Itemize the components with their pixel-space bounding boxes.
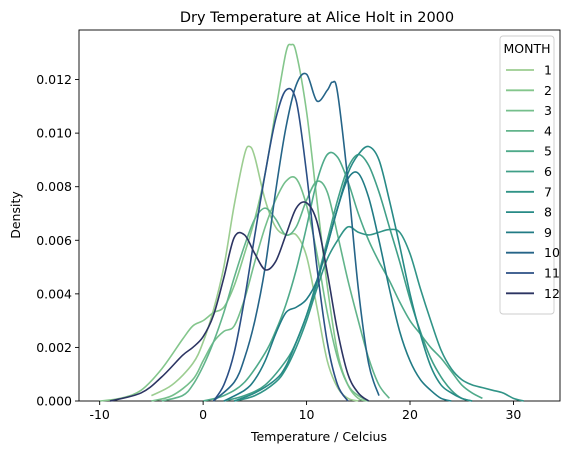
y-axis-label: Density <box>8 191 23 239</box>
y-tick-label: 0.004 <box>36 286 72 301</box>
y-tick-label: 0.000 <box>36 394 72 409</box>
series-line-month-7 <box>233 225 525 402</box>
legend-label-4: 4 <box>544 123 552 138</box>
legend-label-5: 5 <box>544 144 552 159</box>
series-line-month-11 <box>212 87 349 402</box>
legend-label-11: 11 <box>544 266 560 281</box>
series-line-month-8 <box>233 145 473 402</box>
plot-frame <box>78 29 561 402</box>
x-tick-label: 20 <box>402 407 418 422</box>
chart-title: Dry Temperature at Alice Holt in 2000 <box>180 10 454 26</box>
legend-label-7: 7 <box>544 184 552 199</box>
legend-label-8: 8 <box>544 205 552 220</box>
y-tick-label: 0.008 <box>36 179 72 194</box>
series-line-month-9 <box>223 171 452 402</box>
y-tick-label: 0.010 <box>36 126 72 141</box>
legend-title: MONTH <box>503 41 550 56</box>
legend-label-9: 9 <box>544 225 552 240</box>
legend-label-2: 2 <box>544 83 552 98</box>
y-tick-label: 0.002 <box>36 340 72 355</box>
x-axis-ticks: -10 0 10 20 30 <box>89 401 521 422</box>
legend-label-6: 6 <box>544 164 552 179</box>
series-line-month-1 <box>151 145 359 402</box>
x-tick-label: 0 <box>199 407 207 422</box>
y-tick-label: 0.006 <box>36 233 72 248</box>
series-group <box>99 43 525 402</box>
legend-label-10: 10 <box>544 245 560 260</box>
legend-frame <box>499 35 555 315</box>
plot-area <box>78 29 561 402</box>
legend-label-1: 1 <box>544 63 552 78</box>
legend-label-3: 3 <box>544 103 552 118</box>
y-tick-label: 0.012 <box>36 72 72 87</box>
x-axis-label: Temperature / Celcius <box>250 429 387 444</box>
legend-label-12: 12 <box>544 286 560 301</box>
series-line-month-10 <box>212 72 380 402</box>
series-line-month-5 <box>202 151 483 402</box>
series-line-month-12 <box>109 201 370 402</box>
x-tick-label: 10 <box>299 407 315 422</box>
y-axis-ticks: 0.000 0.002 0.004 0.006 0.008 0.010 0.012 <box>36 72 79 409</box>
x-tick-label: -10 <box>89 407 109 422</box>
series-line-month-4 <box>161 180 390 402</box>
x-tick-label: 30 <box>505 407 521 422</box>
